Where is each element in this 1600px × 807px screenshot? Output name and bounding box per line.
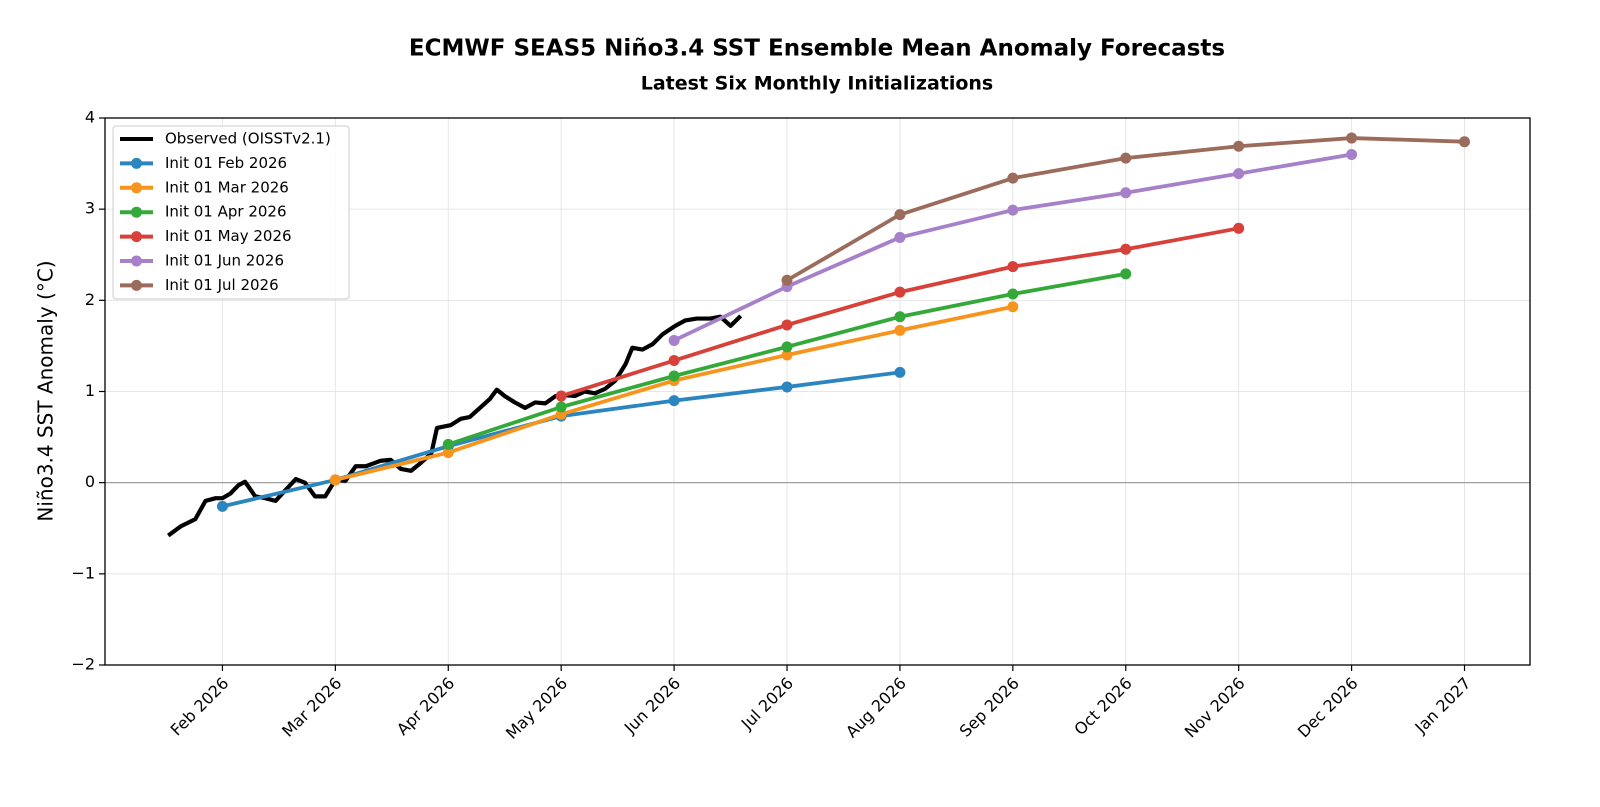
data-point [1120, 152, 1132, 164]
data-point [329, 474, 341, 486]
data-point [1233, 222, 1245, 234]
legend-marker [131, 279, 142, 291]
x-tick-label: Jun 2026 [620, 674, 684, 738]
x-tick-label: May 2026 [502, 674, 571, 743]
plot-frame [104, 117, 1531, 666]
data-point [781, 319, 793, 331]
chart-subtitle: Latest Six Monthly Initializations [641, 73, 994, 95]
data-point [894, 366, 906, 378]
data-point [216, 500, 228, 512]
data-point [1120, 268, 1132, 280]
x-tick-label: Feb 2026 [167, 674, 233, 740]
data-point [442, 438, 454, 450]
x-tick-label: Nov 2026 [1181, 674, 1249, 742]
data-point [781, 341, 793, 353]
data-point [1007, 172, 1019, 184]
x-tick-label: Jul 2026 [737, 674, 797, 734]
x-tick-label: Oct 2026 [1070, 674, 1135, 739]
data-point [1007, 301, 1019, 313]
data-point [668, 355, 680, 367]
y-tick-label: 0 [85, 472, 95, 491]
data-point [894, 311, 906, 323]
legend-label: Init 01 Feb 2026 [165, 154, 287, 172]
x-tick-label: Apr 2026 [393, 674, 458, 739]
data-point [894, 209, 906, 221]
data-point [1007, 204, 1019, 216]
data-point [1120, 187, 1132, 199]
x-tick-label: Mar 2026 [278, 674, 345, 741]
legend-marker [131, 255, 142, 267]
legend-label: Init 01 Apr 2026 [165, 203, 287, 221]
legend-label: Init 01 Mar 2026 [165, 178, 289, 196]
legend-label: Init 01 Jun 2026 [165, 252, 284, 270]
data-point [555, 401, 567, 413]
y-tick-label: 4 [85, 108, 95, 127]
y-tick-label: 1 [85, 381, 95, 400]
data-point [894, 231, 906, 243]
data-point [668, 395, 680, 407]
legend-marker [131, 182, 142, 194]
data-point [781, 274, 793, 286]
data-point [894, 324, 906, 336]
data-point [781, 349, 793, 361]
series-line [166, 314, 743, 538]
x-tick-label: Aug 2026 [842, 674, 910, 742]
legend-marker [131, 206, 142, 218]
data-point [442, 447, 454, 459]
data-point [1346, 148, 1358, 160]
legend-marker [131, 157, 142, 169]
data-point [1233, 168, 1245, 180]
y-tick-label: 2 [85, 290, 95, 309]
data-point [894, 286, 906, 298]
legend-box [112, 125, 350, 300]
y-tick-label: −1 [71, 563, 95, 582]
legend-label: Init 01 May 2026 [165, 227, 292, 245]
data-point [1346, 132, 1358, 144]
y-tick-label: −2 [71, 655, 95, 674]
data-point [668, 334, 680, 346]
data-point [555, 390, 567, 402]
legend-label: Observed (OISSTv2.1) [165, 130, 331, 148]
data-point [1007, 261, 1019, 273]
legend-label: Init 01 Jul 2026 [165, 276, 279, 294]
y-tick-label: 3 [85, 199, 95, 218]
x-tick-label: Jan 2027 [1411, 674, 1475, 738]
data-point [668, 370, 680, 382]
data-point [1007, 288, 1019, 300]
legend-marker [131, 231, 142, 243]
data-point [781, 381, 793, 393]
data-point [1120, 243, 1132, 255]
x-tick-label: Dec 2026 [1294, 674, 1362, 742]
legend: Observed (OISSTv2.1) Init 01 Feb 2026 Init… [112, 125, 350, 300]
data-point [1233, 140, 1245, 152]
data-point [1459, 136, 1471, 148]
chart-title: ECMWF SEAS5 Niño3.4 SST Ensemble Mean An… [409, 36, 1225, 62]
x-tick-label: Sep 2026 [956, 674, 1023, 741]
y-axis-label: Niño3.4 SST Anomaly (°C) [34, 260, 58, 521]
